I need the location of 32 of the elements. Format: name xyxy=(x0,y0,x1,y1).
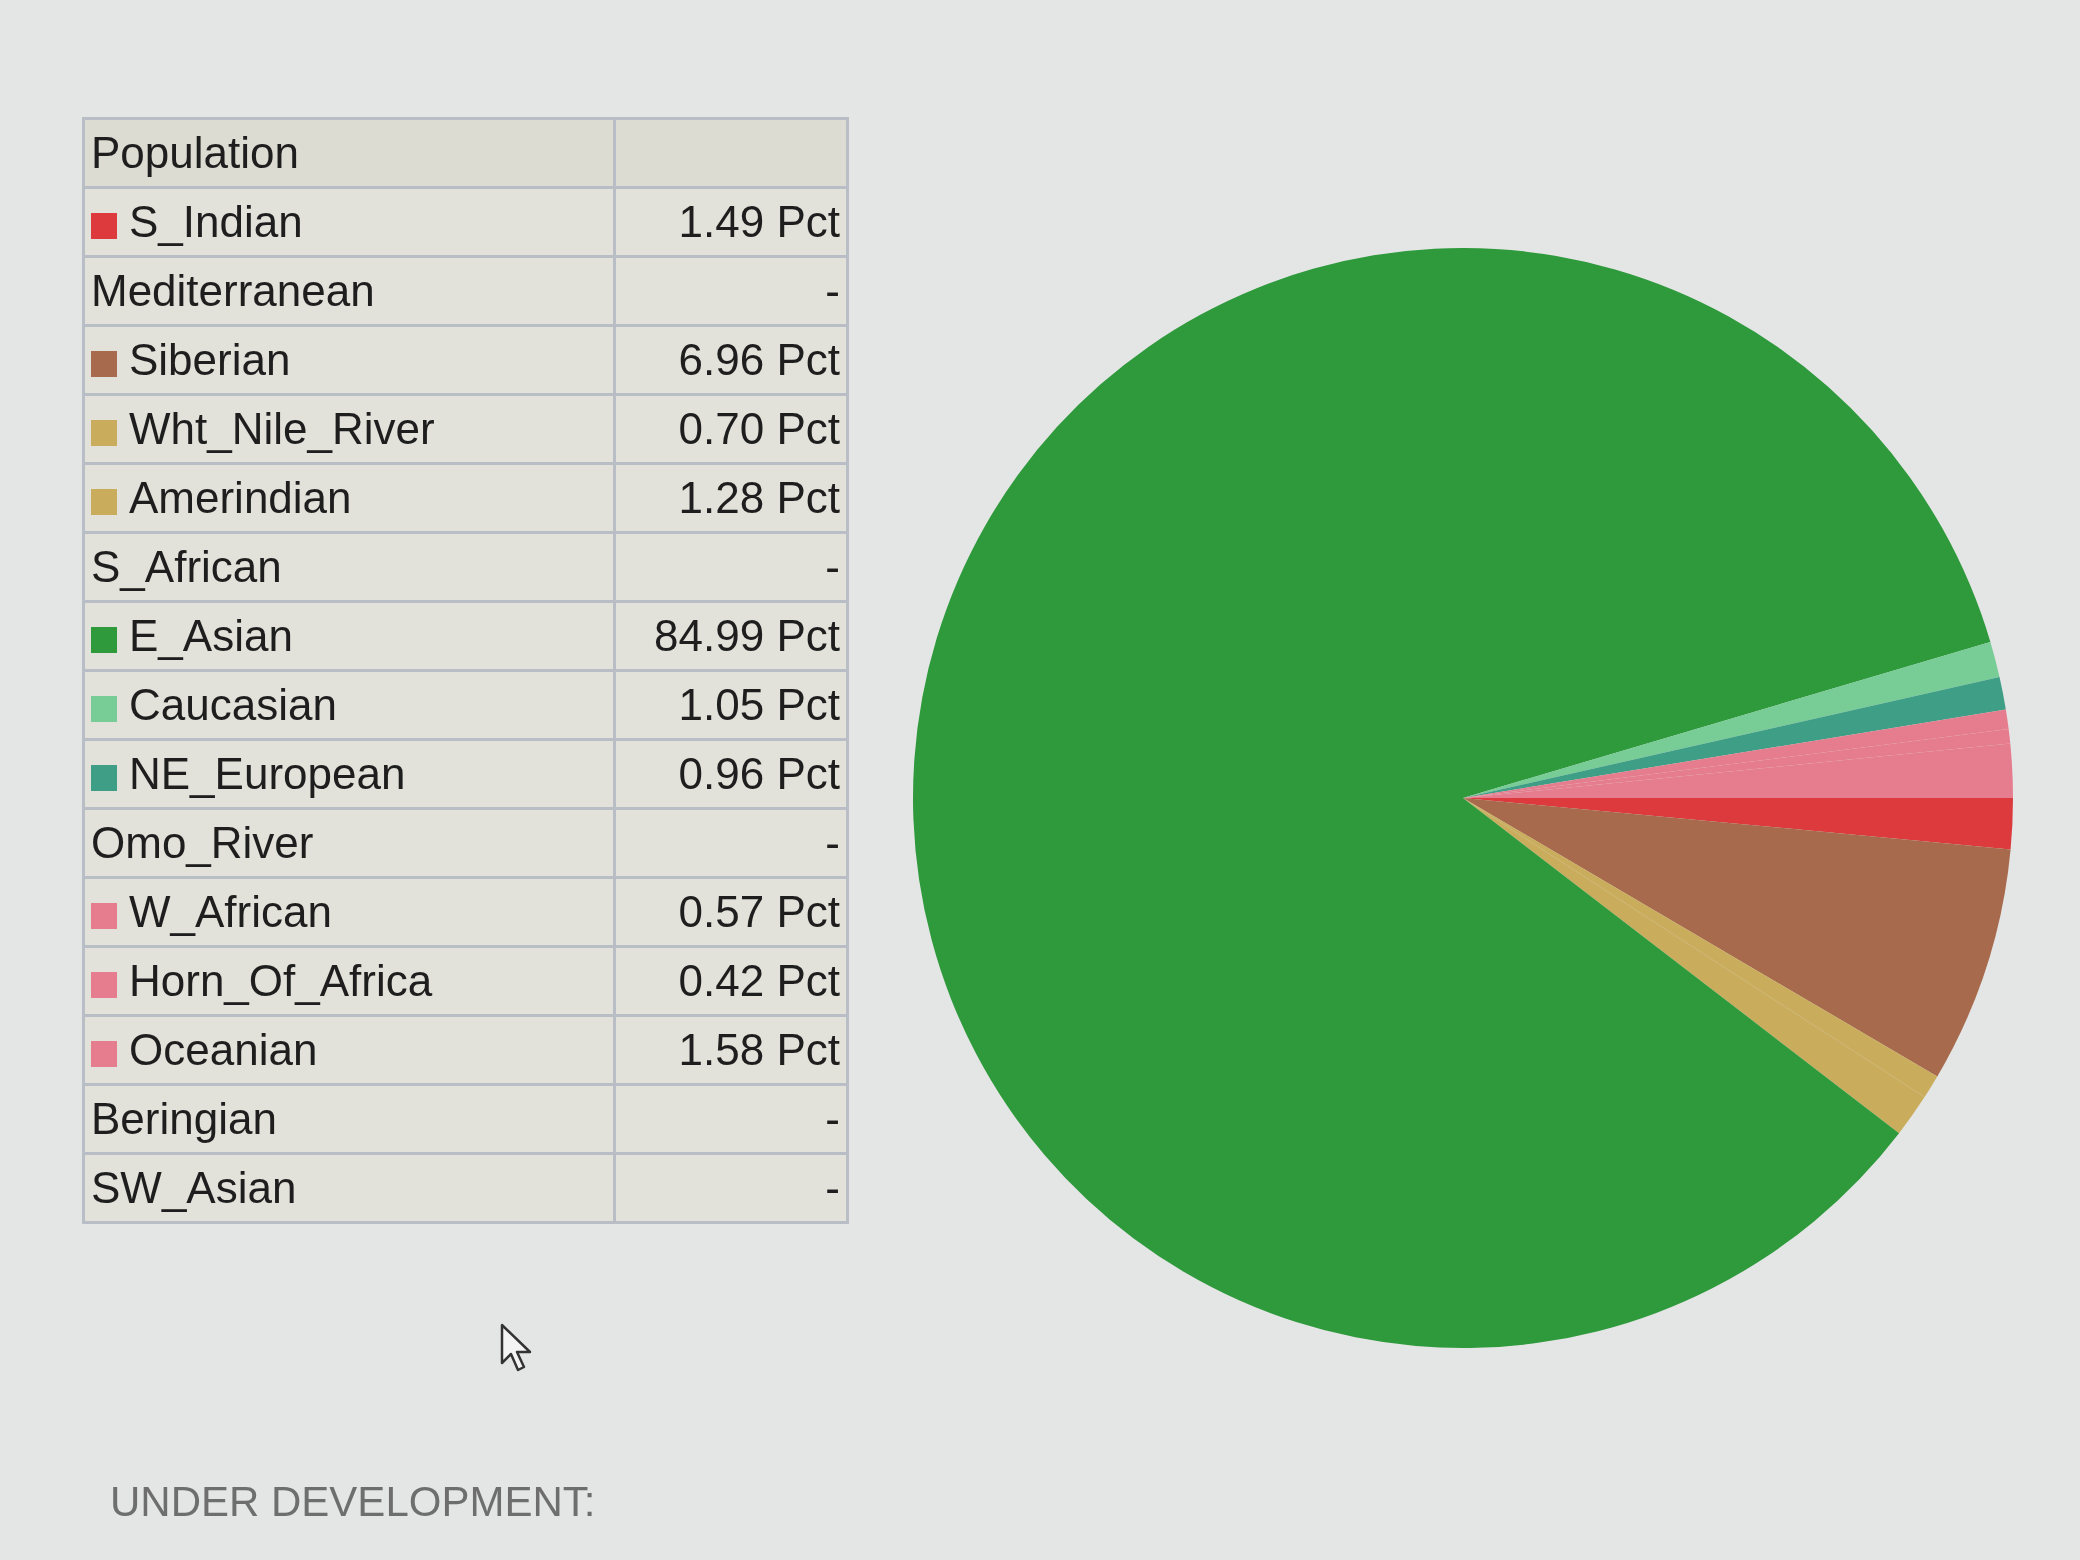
legend-label: NE_European xyxy=(129,749,406,798)
data-label: 1.49 Pct xyxy=(614,187,848,257)
text: - xyxy=(825,818,840,867)
data-label: 0.57 Pct xyxy=(614,877,848,947)
legend-label: Amerindian xyxy=(129,473,352,522)
legend-label: Siberian xyxy=(129,335,291,384)
data-label: 1.05 Pct xyxy=(614,670,848,740)
legend-label: Oceanian xyxy=(129,1025,318,1074)
data-label: 1.58 Pct xyxy=(614,1015,848,1085)
category-label: Omo_River xyxy=(91,818,314,867)
category-label: SW_Asian xyxy=(91,1163,297,1212)
legend-label: S_Indian xyxy=(129,197,303,246)
category-label: Beringian xyxy=(91,1094,277,1143)
data-label: 0.42 Pct xyxy=(614,946,848,1016)
data-label: 6.96 Pct xyxy=(614,325,848,395)
legend-title: Population xyxy=(83,118,615,188)
data-label: 0.70 Pct xyxy=(614,394,848,464)
category-label: Mediterranean xyxy=(91,266,375,315)
legend-label: Wht_Nile_River xyxy=(129,404,435,453)
legend-label: E_Asian xyxy=(129,611,293,660)
text: - xyxy=(825,1094,840,1143)
legend-label: W_African xyxy=(129,887,332,936)
data-label: 0.96 Pct xyxy=(614,739,848,809)
legend-label: Horn_Of_Africa xyxy=(129,956,433,1005)
text: - xyxy=(825,1163,840,1212)
text: - xyxy=(825,266,840,315)
text: - xyxy=(825,542,840,591)
data-label: 1.28 Pct xyxy=(614,463,848,533)
text: UNDER DEVELOPMENT: xyxy=(110,1478,596,1526)
data-label: 84.99 Pct xyxy=(614,601,848,671)
category-label: S_African xyxy=(91,542,282,591)
legend-label: Caucasian xyxy=(129,680,337,729)
